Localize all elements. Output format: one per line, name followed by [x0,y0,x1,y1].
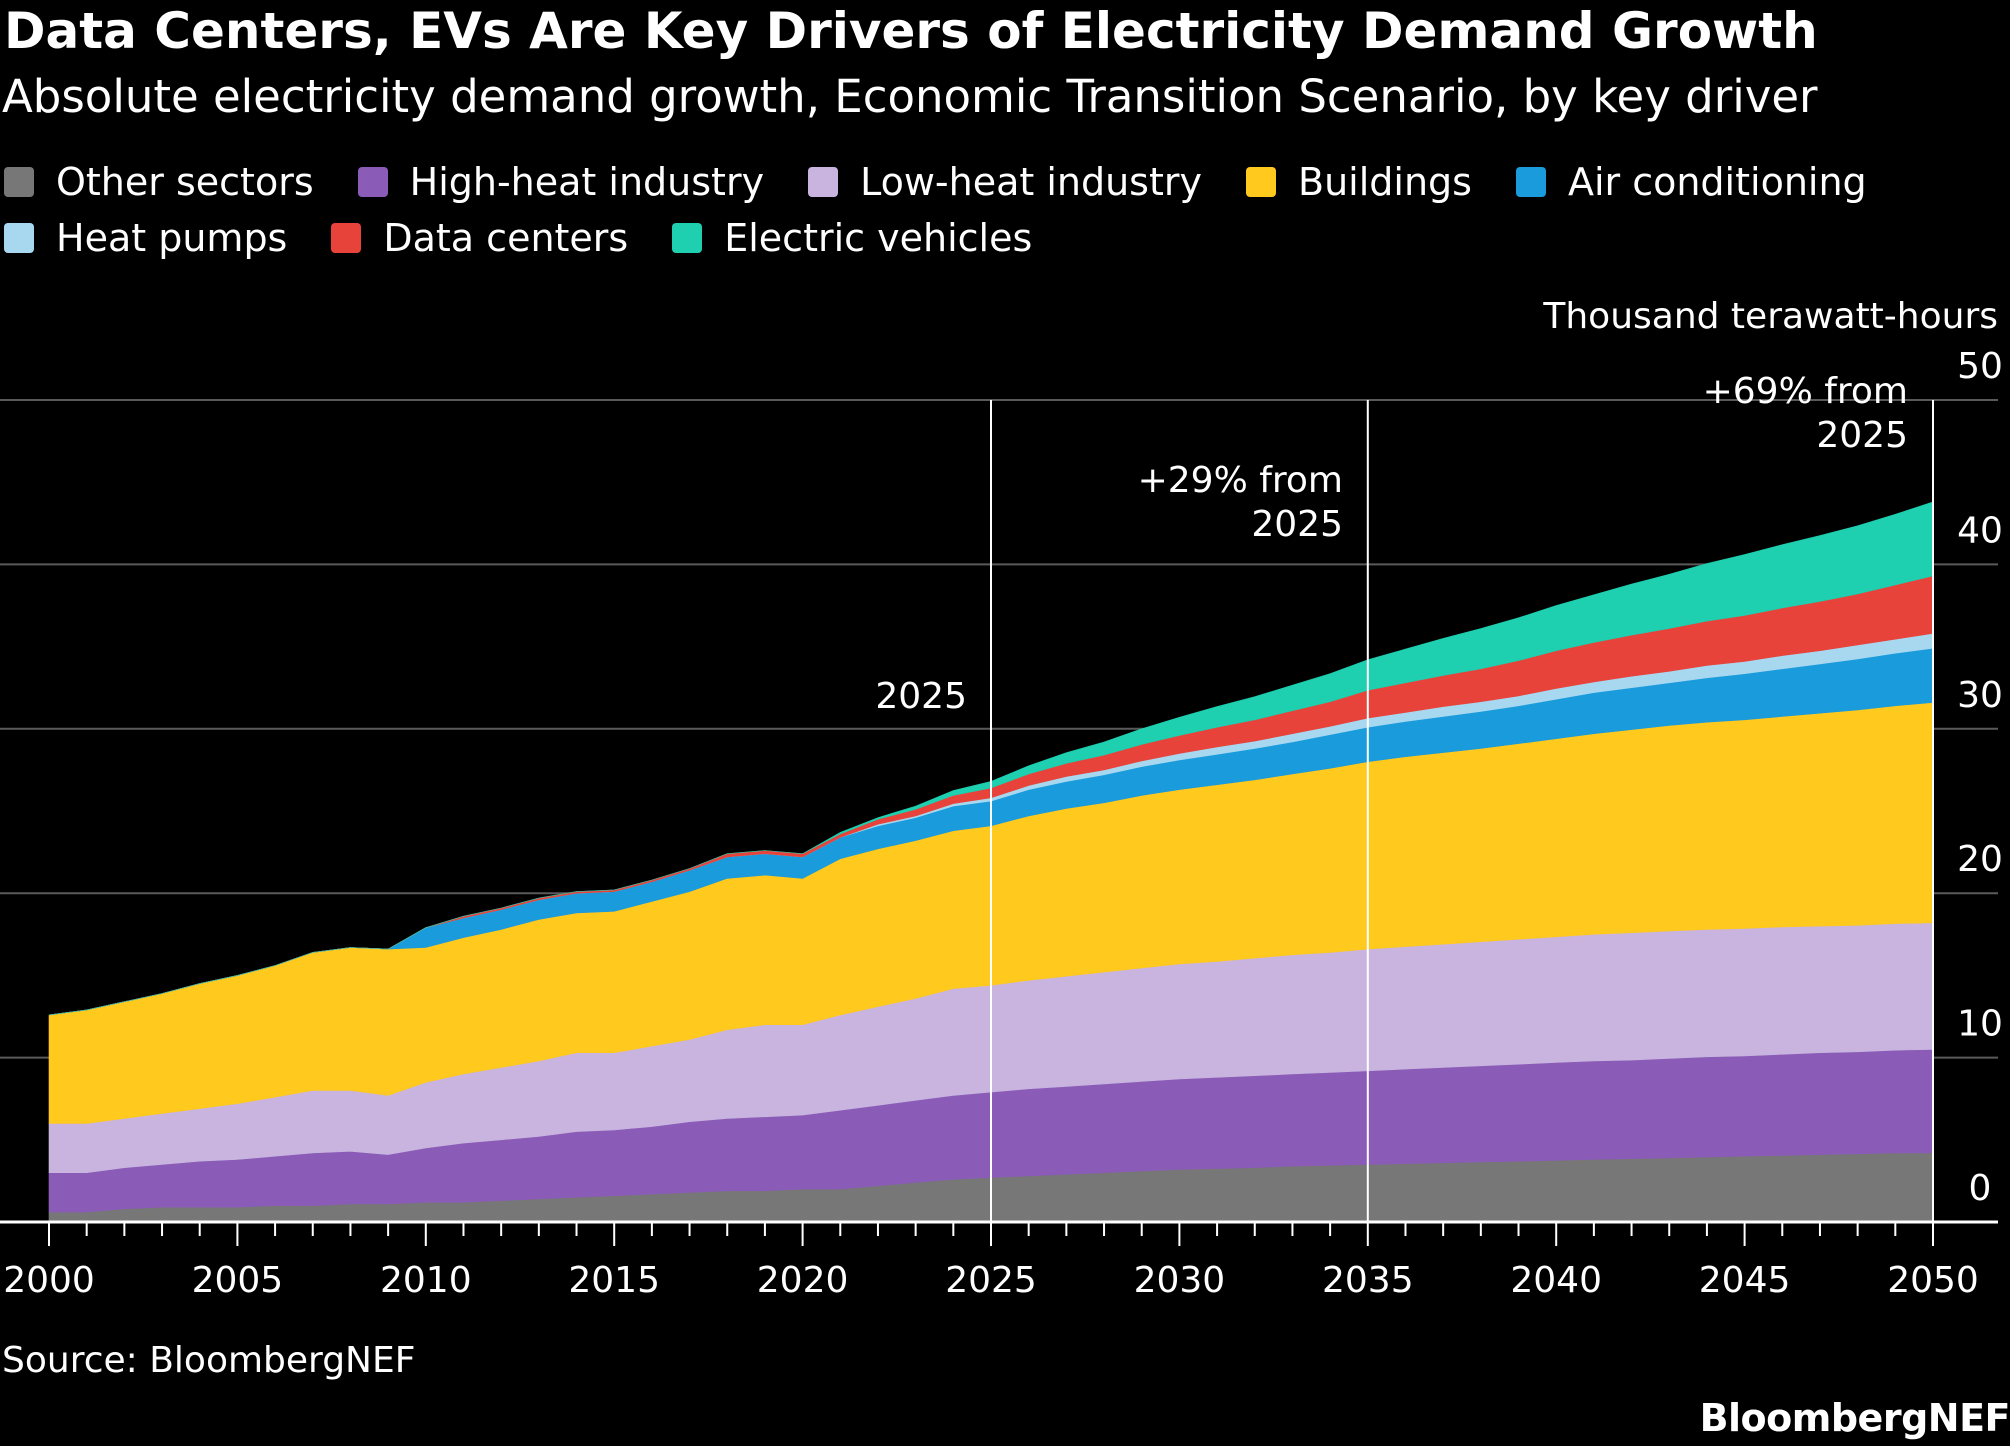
x-tick-label: 2015 [568,1260,660,1301]
legend-item-air-conditioning: Air conditioning [1515,160,1867,204]
legend-label: Other sectors [56,160,314,204]
legend-label: Electric vehicles [724,216,1033,260]
y-tick-label: 50 [1957,346,2003,387]
chart-subtitle: Absolute electricity demand growth, Econ… [2,70,1818,123]
y-tick-label: 10 [1957,1004,2003,1045]
legend-swatch [331,223,362,253]
x-tick-label: 2005 [192,1260,284,1301]
y-tick-label: 40 [1957,510,2003,551]
legend-label: Heat pumps [56,216,288,260]
legend-item-buildings: Buildings [1246,160,1472,204]
legend-swatch [672,223,703,253]
y-axis: 0 10 20 30 40 50 Thousand terawatt-hours [1542,296,2003,1209]
legend-label: High-heat industry [409,160,765,204]
x-tick-label: 2025 [945,1260,1037,1301]
legend: Other sectors High-heat industry Low-heat … [4,160,1994,260]
annotation-label-2035: 2025 [1251,504,1343,545]
legend-swatch [357,167,388,197]
annotation-lines [990,400,1934,1222]
legend-label: Low-heat industry [860,160,1202,204]
x-tick-label: 2010 [380,1260,472,1301]
annotation-label-2025: 2025 [875,676,967,717]
legend-label: Data centers [383,216,629,260]
brand-logo-text: BloombergNEF [1699,1396,2010,1440]
x-tick-label: 2040 [1510,1260,1602,1301]
legend-swatch [1515,167,1546,197]
legend-swatch [808,167,839,197]
x-tick-label: 2000 [3,1260,95,1301]
annotation-label-2035: +29% from [1138,460,1343,501]
annotation-label-2050: 2025 [1816,415,1908,456]
x-tick-label: 2045 [1699,1260,1791,1301]
legend-swatch [4,167,34,197]
x-axis: 2000 2005 2010 2015 2020 2025 2030 2035 2040 2045… [0,1220,1998,1301]
y-tick-label: 0 [1969,1168,1992,1209]
x-tick-label: 2035 [1322,1260,1414,1301]
y-tick-label: 20 [1957,839,2003,880]
legend-item-other-sectors: Other sectors [4,160,314,204]
chart-title: Data Centers, EVs Are Key Drivers of Ele… [4,2,1818,60]
legend-swatch [4,223,34,253]
x-tick-label: 2030 [1134,1260,1226,1301]
x-tick-label: 2050 [1887,1260,1979,1301]
legend-swatch [1246,167,1276,197]
legend-item-heat-pumps: Heat pumps [4,216,287,260]
legend-item-high-heat-industry: High-heat industry [357,160,765,204]
legend-item-low-heat-industry: Low-heat industry [808,160,1202,204]
y-axis-label: Thousand terawatt-hours [1542,296,1998,337]
y-tick-label: 30 [1957,675,2003,716]
legend-item-electric-vehicles: Electric vehicles [672,216,1032,260]
legend-label: Buildings [1298,160,1472,204]
legend-label: Air conditioning [1567,160,1867,204]
source-note: Source: BloombergNEF [2,1340,416,1381]
x-tick-label: 2020 [757,1260,849,1301]
legend-item-data-centers: Data centers [331,216,628,260]
annotation-label-2050: +69% from [1703,371,1908,412]
